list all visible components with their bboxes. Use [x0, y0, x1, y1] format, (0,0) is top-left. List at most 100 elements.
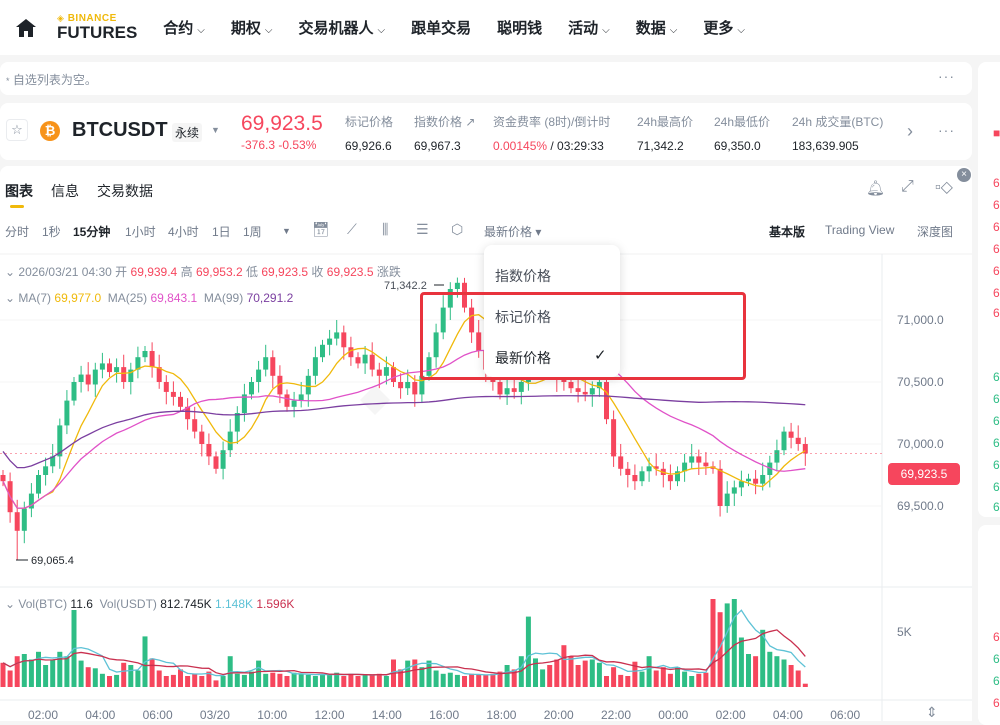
volume-bar [440, 673, 446, 687]
candle-body [277, 375, 283, 395]
candle-body [703, 462, 709, 467]
view-option[interactable]: Trading View [825, 223, 895, 237]
more-intervals-icon[interactable]: ▼ [282, 226, 291, 236]
nav-item[interactable]: 合约 ⌵ [163, 17, 205, 38]
interval-option[interactable]: 1日 [212, 225, 231, 239]
nav-item[interactable]: 活动 ⌵ [568, 17, 610, 38]
y-tick-label: 70,500.0 [897, 375, 944, 389]
volume-ma1-line [2, 609, 806, 677]
gear-icon[interactable]: ⬡ [451, 221, 464, 237]
volume-bar [327, 673, 333, 687]
candle-body [760, 475, 766, 484]
volume-bar [305, 674, 311, 687]
candle-body [192, 419, 198, 432]
symbol-name[interactable]: BTCUSDT [72, 119, 168, 141]
candle-body [170, 391, 176, 397]
binance-futures-logo[interactable]: ◈ BINANCE FUTURES [57, 13, 138, 42]
volume-bar [206, 671, 212, 687]
watchlist-more-icon[interactable]: ··· [938, 68, 955, 84]
volume-bar [355, 676, 361, 687]
volume-bar [348, 673, 354, 687]
candle-body [348, 347, 354, 358]
stat-label: 24h最高价 [637, 115, 694, 129]
volume-info: ⌄ Vol(BTC) 11.6 Vol(USDT) 812.745K 1.148… [5, 597, 295, 611]
watchlist-bar: * 自选列表为空。 [0, 62, 972, 95]
candle-body [142, 351, 148, 358]
candle-body [675, 471, 680, 482]
orderbook-price-fragment: 6 [993, 436, 1000, 450]
volume-bar [298, 673, 304, 687]
x-tick-label: 04:00 [85, 708, 116, 722]
orderbook-price-fragment: 6 [993, 370, 1000, 384]
volume-bar [731, 599, 737, 687]
orderbook-price-fragment: 6 [993, 220, 1000, 234]
nav-item[interactable]: 交易机器人 ⌵ [299, 17, 386, 38]
expand-icon[interactable]: ⤢ [901, 178, 914, 195]
symbol-dropdown-icon[interactable]: ▼ [211, 125, 220, 135]
settings-list-icon[interactable]: ☰ [416, 221, 429, 237]
dropdown-item-index-price[interactable]: 指数价格 [495, 268, 551, 284]
volume-bar [717, 612, 723, 687]
nav-item[interactable]: 数据 ⌵ [636, 17, 678, 38]
volume-bar [497, 671, 503, 687]
candle-type-icon[interactable]: ⫼ [382, 221, 389, 237]
indicator-icon[interactable]: ⟋ [347, 221, 357, 237]
stat-label: 标记价格 [345, 115, 394, 129]
tab[interactable]: 交易数据 [97, 183, 153, 199]
nav-item[interactable]: 聪明钱 [497, 17, 542, 38]
tab[interactable]: 图表 [5, 183, 33, 199]
volume-bar [128, 665, 134, 687]
volume-bar [795, 670, 801, 687]
binance-watermark [360, 385, 390, 415]
close-icon[interactable]: × [957, 168, 971, 182]
candle-body [412, 382, 418, 395]
resize-axis-icon[interactable]: ⇕ [926, 704, 938, 720]
favorite-star-icon[interactable]: ☆ [6, 119, 28, 141]
widgets-icon[interactable]: ▫◇ [935, 179, 953, 196]
nav-item[interactable]: 期权 ⌵ [231, 17, 273, 38]
interval-option[interactable]: 1秒 [42, 225, 61, 239]
dropdown-item-mark-price[interactable]: 标记价格 [495, 309, 551, 325]
interval-option[interactable]: 1周 [243, 225, 262, 239]
candle-body [582, 391, 588, 395]
volume-bar [504, 665, 510, 687]
calendar-icon[interactable]: 📅︎ [312, 221, 330, 237]
nav-item[interactable]: 更多 ⌵ [703, 17, 745, 38]
candle-body [788, 431, 794, 438]
chevron-right-icon[interactable]: › [907, 121, 913, 141]
volume-bar [689, 676, 695, 687]
candle-body [511, 388, 517, 392]
chevron-down-icon: ⌵ [264, 25, 273, 36]
x-tick-label: 18:00 [486, 708, 517, 722]
orderbook-price-fragment: 6 [993, 306, 1000, 320]
interval-option[interactable]: 分时 [5, 225, 30, 239]
price-type-select[interactable]: 最新价格 ▾ [484, 225, 542, 239]
interval-option[interactable]: 4小时 [168, 225, 199, 239]
nav-item[interactable]: 跟单交易 [411, 17, 471, 38]
x-tick-label: 02:00 [28, 708, 59, 722]
volume-bar [802, 683, 808, 687]
brand-top: BINANCE [67, 13, 117, 24]
volume-bar [284, 676, 290, 687]
volume-bar [476, 674, 482, 687]
high-marker-label: 71,342.2 [384, 280, 427, 292]
volume-bar [241, 674, 247, 687]
brand-bottom: FUTURES [57, 23, 138, 42]
view-option[interactable]: 基本版 [769, 225, 806, 239]
bell-icon[interactable]: 🔔︎ [866, 180, 886, 197]
dropdown-item-last-price[interactable]: 最新价格 [495, 350, 551, 366]
view-option[interactable]: 深度图 [917, 225, 954, 239]
candle-body [284, 394, 290, 407]
home-icon[interactable] [15, 18, 37, 38]
ticker-more-icon[interactable]: ··· [938, 122, 955, 138]
candle-body [249, 382, 254, 395]
tab[interactable]: 信息 [51, 183, 79, 199]
interval-option[interactable]: 15分钟 [73, 225, 111, 239]
stat-value-text: 69,967.3 [414, 139, 461, 153]
candle-body [28, 493, 34, 509]
volume-bar [57, 651, 63, 687]
interval-option[interactable]: 1小时 [125, 225, 156, 239]
stat-value: 71,342.2 [637, 139, 693, 153]
orderbook-price-fragment: 6 [993, 286, 1000, 300]
